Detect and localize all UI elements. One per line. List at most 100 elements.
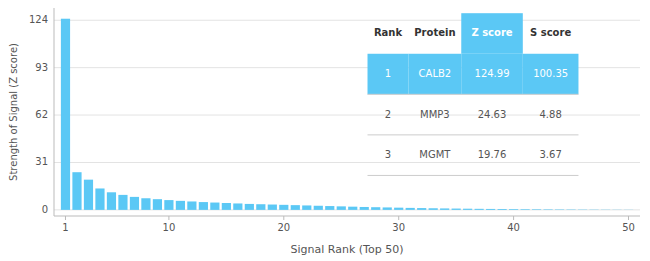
bar (383, 207, 392, 209)
table-cell: 4.88 (540, 109, 562, 120)
table-header: Z score (471, 27, 512, 38)
table-highlight (523, 54, 579, 95)
bar (118, 195, 127, 210)
bar (210, 203, 219, 210)
table-highlight (368, 54, 409, 95)
x-tick (628, 216, 629, 220)
table-border (368, 175, 579, 176)
table-header: S score (530, 27, 571, 38)
bar (543, 209, 552, 211)
bar (291, 205, 300, 210)
bar (325, 206, 334, 210)
bars (61, 19, 633, 210)
bar (589, 209, 598, 210)
table-cell: CALB2 (419, 68, 452, 79)
table-cell: 1 (385, 68, 391, 79)
table-highlight (461, 13, 523, 54)
bar (72, 172, 81, 210)
grid-line (54, 20, 640, 21)
bar (95, 188, 104, 209)
bar (406, 208, 415, 210)
bar (84, 180, 93, 210)
bar (486, 208, 495, 210)
x-tick-label: 50 (622, 222, 635, 233)
x-tick-label: 20 (277, 222, 290, 233)
y-tick-label: 31 (35, 156, 48, 167)
table-cell: 3.67 (540, 149, 562, 160)
grid-line (54, 162, 640, 163)
x-axis-label: Signal Rank (Top 50) (291, 243, 404, 256)
table-separator (368, 94, 579, 95)
table-header: Protein (414, 27, 455, 38)
bar (302, 205, 311, 209)
bar (199, 202, 208, 210)
y-tick-label: 93 (35, 62, 48, 73)
bar (141, 198, 150, 210)
bar (360, 207, 369, 210)
table-cell: 19.76 (478, 149, 507, 160)
y-axis (54, 8, 55, 216)
table-cell: 100.35 (533, 68, 568, 79)
table-cell: MMP3 (420, 109, 450, 120)
table-header: Rank (374, 27, 403, 38)
bar (61, 19, 70, 210)
bar (233, 203, 242, 209)
bar (107, 192, 116, 210)
y-tick-label: 0 (42, 204, 48, 215)
bar (509, 209, 518, 211)
x-tick-label: 10 (163, 222, 176, 233)
bar (601, 209, 610, 210)
x-tick (283, 216, 284, 220)
bar (566, 209, 575, 210)
bar (394, 208, 403, 210)
bar (245, 204, 254, 210)
bar (417, 208, 426, 210)
bar (578, 209, 587, 210)
y-axis-label: Strength of Signal (Z score) (8, 43, 19, 181)
table-cell: MGMT (419, 149, 451, 160)
x-tick (65, 216, 66, 220)
bar (429, 208, 438, 210)
bar (463, 209, 472, 210)
x-tick (513, 216, 514, 220)
bar (612, 209, 621, 210)
bar (475, 209, 484, 210)
x-tick-label: 30 (392, 222, 405, 233)
bar (371, 207, 380, 210)
bar (498, 209, 507, 211)
bar (153, 199, 162, 210)
bar (222, 203, 231, 210)
bar (555, 209, 564, 210)
x-tick (168, 216, 169, 220)
bar (164, 200, 173, 210)
bar (440, 208, 449, 209)
bar (187, 201, 196, 209)
bar (532, 209, 541, 211)
bar (256, 204, 265, 210)
bar (130, 197, 139, 210)
table: Rank Protein Z score S score 1 CALB2 124.99 100… (368, 13, 579, 175)
x-tick (398, 216, 399, 220)
x-tick-label: 1 (62, 222, 68, 233)
table-cell: 24.63 (478, 109, 507, 120)
bar (279, 205, 288, 210)
bar (314, 206, 323, 210)
y-tick-label: 124 (29, 14, 48, 25)
bar (521, 209, 530, 211)
bar (337, 206, 346, 210)
bar (452, 209, 461, 210)
table-cell: 2 (385, 109, 391, 120)
bar (624, 209, 633, 210)
bar (176, 201, 185, 210)
x-axis (54, 216, 640, 217)
bar (268, 205, 277, 210)
bar (348, 207, 357, 210)
x-tick-label: 40 (507, 222, 520, 233)
chart-container: 031629312411020304050Signal Rank (Top 50… (0, 0, 650, 261)
table-highlight (409, 54, 462, 95)
y-tick-label: 62 (35, 109, 48, 120)
table-cell: 3 (385, 149, 391, 160)
table-cell: 124.99 (475, 68, 510, 79)
chart: 031629312411020304050Signal Rank (Top 50… (0, 0, 650, 261)
grid (54, 20, 640, 210)
